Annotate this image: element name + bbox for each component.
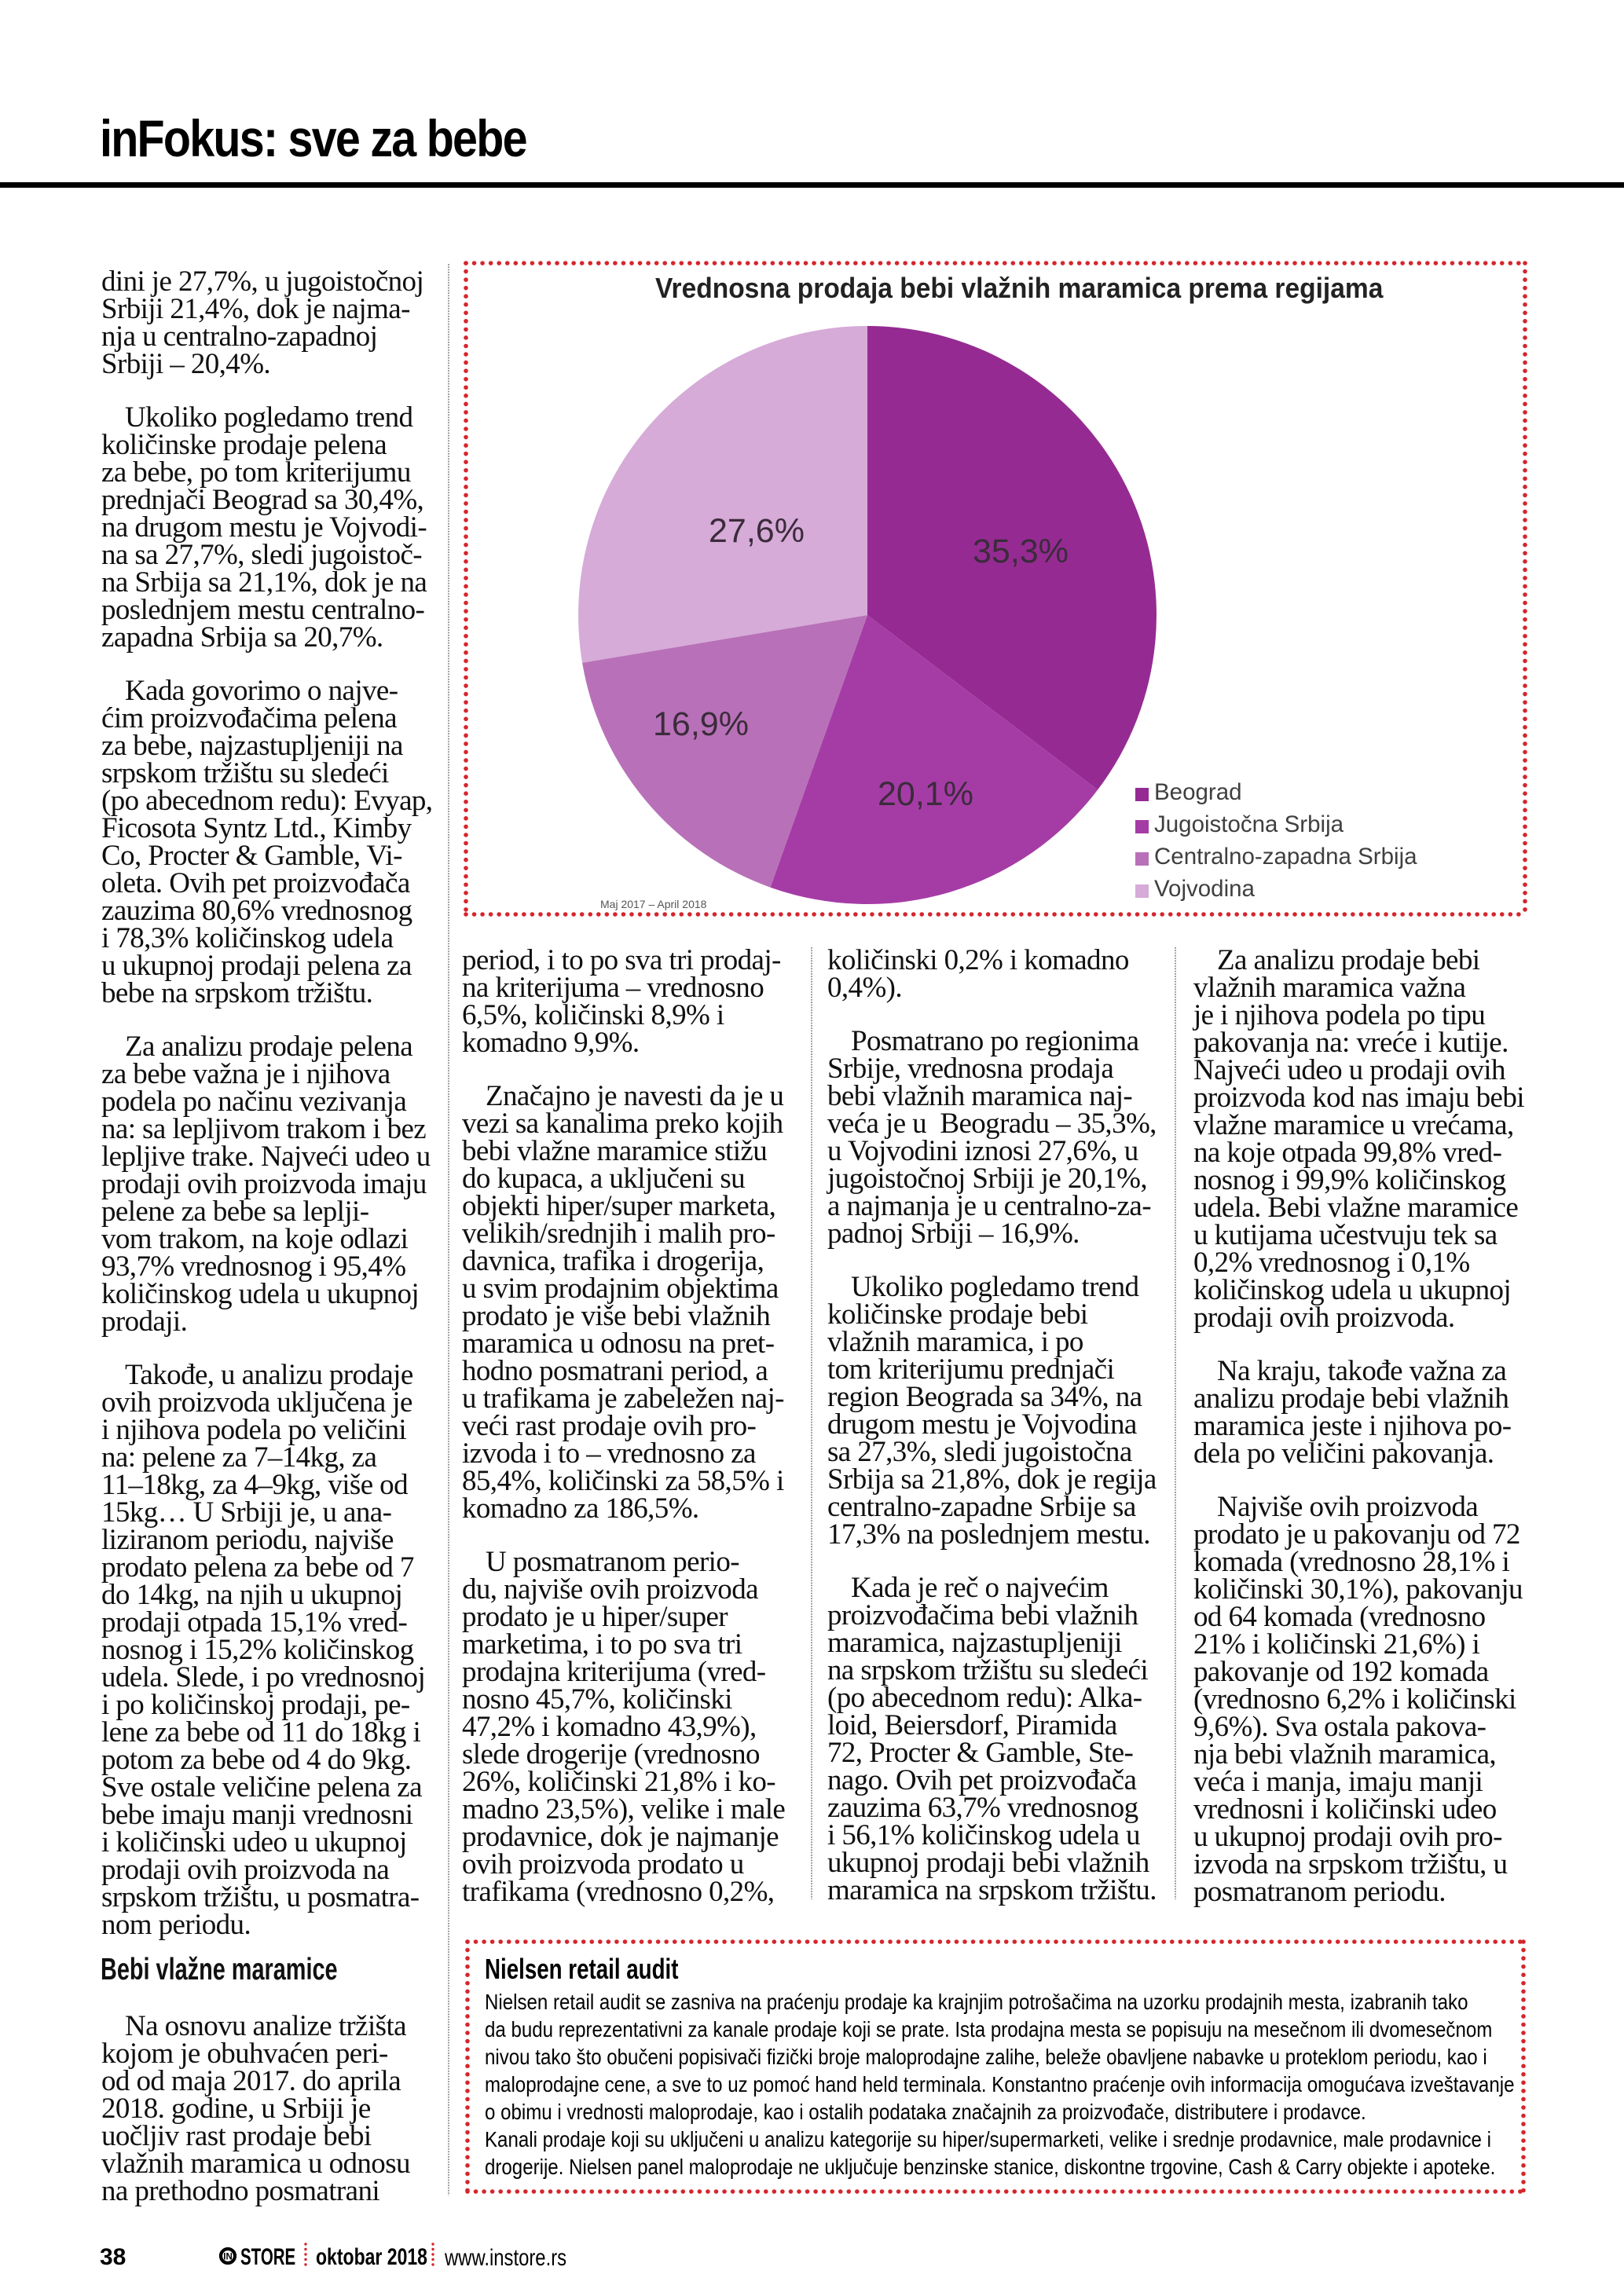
svg-text:IN: IN bbox=[223, 2253, 233, 2262]
